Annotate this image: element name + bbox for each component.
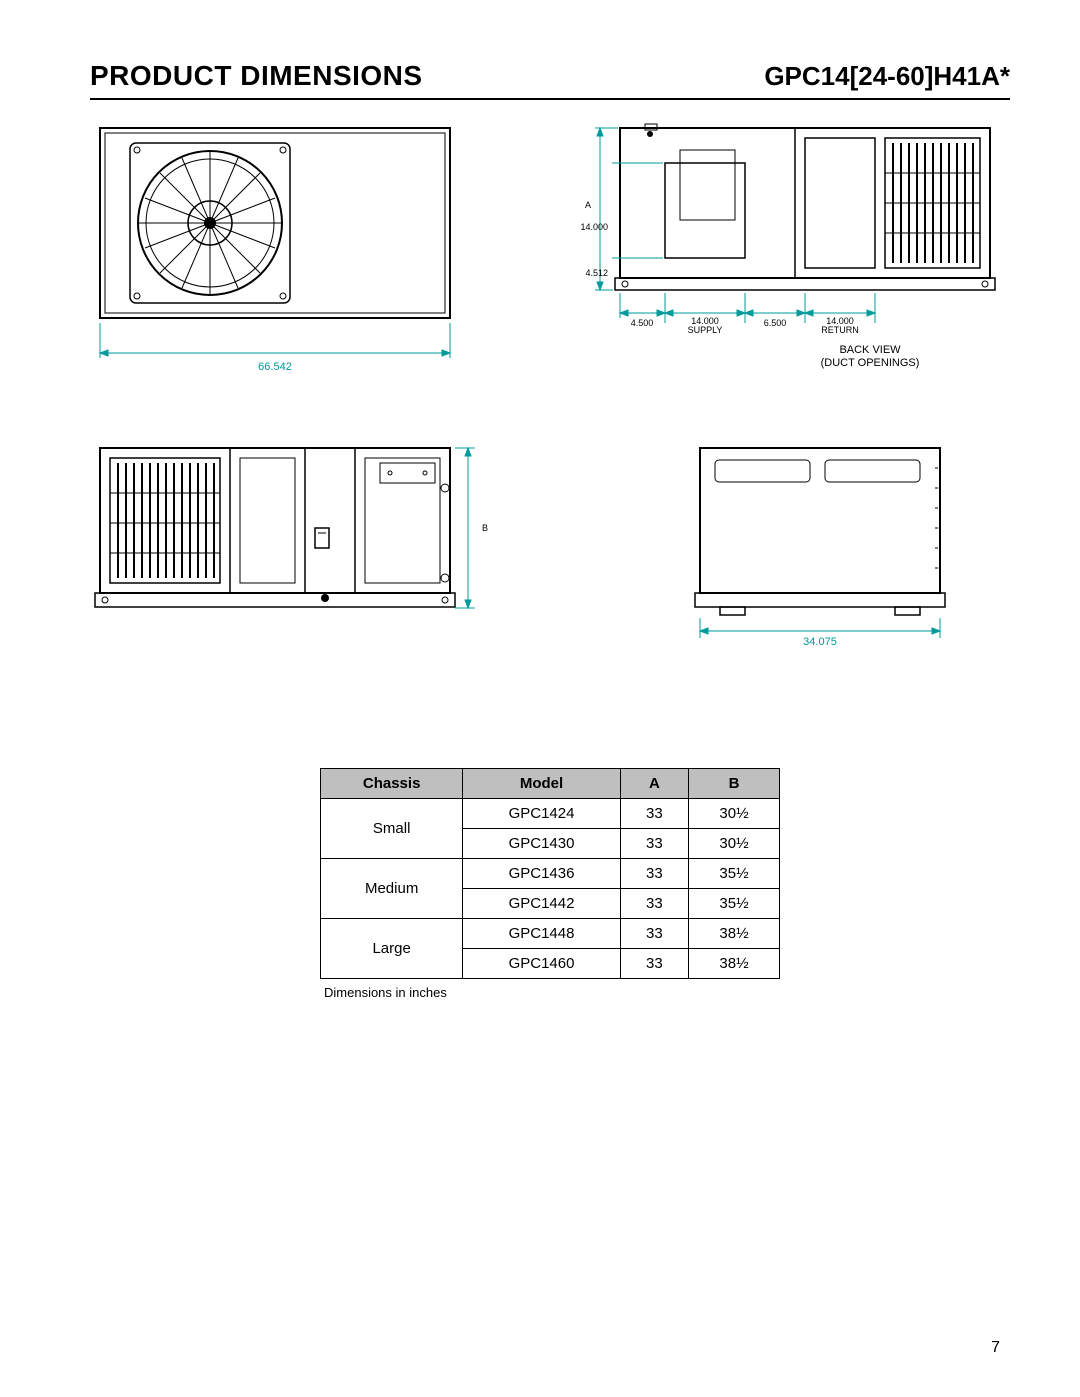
side-depth-label: 34.075 [803,636,837,648]
col-chassis: Chassis [321,769,463,799]
table-row: Small GPC1424 33 30½ [321,799,780,829]
table-row: Medium GPC1436 33 35½ [321,859,780,889]
back-view-caption-1: BACK VIEW [839,344,901,356]
table-footnote: Dimensions in inches [320,985,780,1000]
back-view-drawing: A 14.000 4.512 [550,118,1010,378]
page-header: PRODUCT DIMENSIONS GPC14[24-60]H41A* [90,60,1010,100]
back-height-14: 14.000 [580,222,608,232]
a-cell: 33 [620,859,688,889]
chassis-cell: Large [321,919,463,979]
chassis-cell: Medium [321,859,463,919]
a-cell: 33 [620,829,688,859]
b-cell: 35½ [689,889,780,919]
model-number: GPC14[24-60]H41A* [764,61,1010,92]
dimensions-table: Chassis Model A B Small GPC1424 33 30½ G… [320,768,780,979]
b-cell: 35½ [689,859,780,889]
a-cell: 33 [620,889,688,919]
model-cell: GPC1448 [463,919,620,949]
model-cell: GPC1436 [463,859,620,889]
back-return-label: RETURN [821,325,859,335]
dim-b-letter: B [482,523,488,533]
page-title: PRODUCT DIMENSIONS [90,60,423,92]
back-height-4512: 4.512 [585,268,608,278]
top-view-width-label: 66.542 [258,361,292,373]
a-cell: 33 [620,919,688,949]
dimensions-table-wrap: Chassis Model A B Small GPC1424 33 30½ G… [320,768,780,1000]
model-cell: GPC1442 [463,889,620,919]
col-b: B [689,769,780,799]
model-cell: GPC1460 [463,949,620,979]
model-cell: GPC1424 [463,799,620,829]
a-cell: 33 [620,799,688,829]
back-w-45: 4.500 [631,318,654,328]
a-cell: 33 [620,949,688,979]
side-view-drawing: 34.075 [680,438,970,648]
back-supply-label: SUPPLY [688,325,723,335]
table-header-row: Chassis Model A B [321,769,780,799]
page-number: 7 [991,1339,1000,1357]
b-cell: 30½ [689,799,780,829]
top-view-drawing: 66.542 [90,118,460,378]
table-row: Large GPC1448 33 38½ [321,919,780,949]
col-model: Model [463,769,620,799]
b-cell: 30½ [689,829,780,859]
back-view-caption-2: (DUCT OPENINGS) [821,357,920,369]
dim-a-letter: A [585,200,591,210]
back-gap-65: 6.500 [764,318,787,328]
model-cell: GPC1430 [463,829,620,859]
chassis-cell: Small [321,799,463,859]
b-cell: 38½ [689,919,780,949]
b-cell: 38½ [689,949,780,979]
front-view-drawing: B [90,438,490,648]
col-a: A [620,769,688,799]
